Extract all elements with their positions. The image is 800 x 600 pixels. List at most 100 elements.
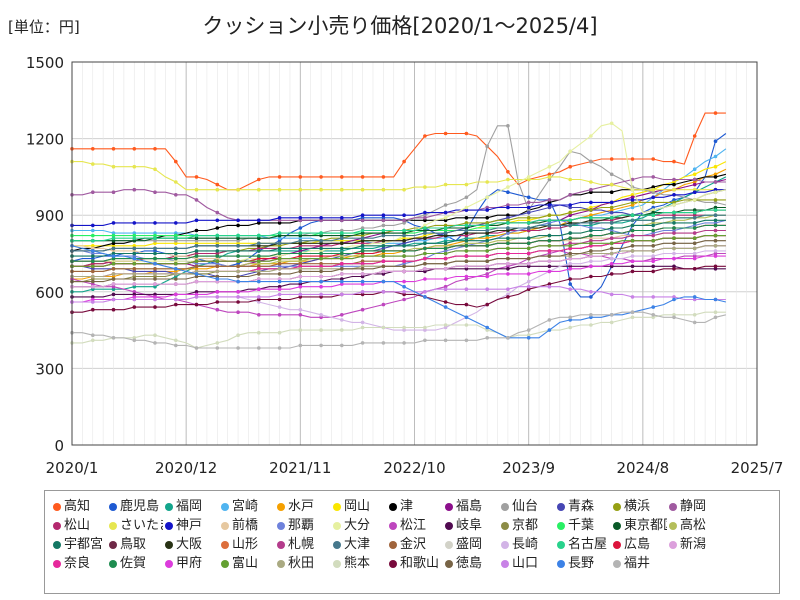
legend-marker (669, 502, 677, 511)
data-point (277, 236, 282, 240)
data-point (319, 254, 323, 258)
data-point (236, 233, 240, 238)
data-point (381, 228, 386, 233)
legend-item: 水戸 (275, 497, 331, 516)
data-point (589, 251, 593, 256)
data-point (547, 221, 552, 225)
data-point (672, 193, 676, 197)
data-point (464, 238, 469, 243)
data-point (298, 343, 303, 348)
data-point (91, 228, 95, 233)
data-point (526, 175, 531, 179)
data-point (609, 241, 614, 246)
data-point (443, 256, 448, 261)
data-point (381, 302, 386, 307)
data-point (153, 274, 157, 279)
data-point (91, 249, 95, 253)
legend-label: 高松 (680, 518, 707, 533)
data-point (443, 210, 448, 215)
data-point (609, 221, 614, 225)
data-point (257, 295, 261, 299)
data-point (651, 249, 655, 253)
series-line (72, 125, 727, 242)
data-point (568, 210, 572, 215)
data-point (630, 264, 635, 269)
data-point (236, 290, 240, 294)
data-point (547, 200, 552, 205)
data-point (589, 180, 593, 184)
data-point (381, 259, 386, 264)
data-point (630, 315, 635, 320)
data-point (713, 180, 718, 184)
data-point (423, 216, 427, 220)
data-point (485, 241, 490, 246)
data-point (402, 325, 406, 330)
data-point (360, 267, 365, 271)
data-point (485, 144, 490, 149)
data-point (630, 310, 635, 315)
series-line (72, 286, 726, 303)
data-point (464, 131, 469, 136)
data-point (111, 221, 116, 225)
data-point (381, 269, 386, 274)
data-point (194, 256, 199, 261)
data-point (464, 228, 469, 233)
data-point (298, 231, 303, 235)
data-point (174, 180, 178, 184)
data-point (174, 302, 178, 307)
data-point (630, 200, 635, 205)
series-line (72, 245, 726, 288)
legend-marker (277, 502, 285, 511)
data-point (277, 305, 282, 309)
data-point (609, 246, 614, 251)
data-point (132, 187, 137, 192)
data-point (526, 279, 531, 284)
data-point (360, 249, 365, 253)
y-tick-label: 1500 (26, 54, 64, 72)
data-point (381, 223, 386, 228)
data-point (319, 175, 323, 179)
legend-marker (165, 521, 173, 530)
data-point (526, 236, 531, 240)
data-point (111, 272, 116, 276)
data-point (111, 307, 116, 312)
data-point (589, 221, 593, 225)
data-point (153, 249, 157, 253)
data-point (672, 210, 676, 215)
data-point (91, 279, 95, 284)
data-point (713, 175, 718, 179)
data-point (692, 241, 697, 246)
data-point (526, 221, 531, 225)
data-point (319, 241, 323, 246)
data-point (91, 333, 95, 338)
data-point (153, 167, 157, 171)
data-point (381, 290, 386, 294)
data-point (381, 279, 386, 284)
data-point (402, 218, 406, 223)
data-point (319, 261, 323, 266)
data-point (111, 297, 116, 302)
data-point (713, 200, 718, 205)
data-point (340, 246, 344, 251)
data-point (215, 300, 220, 304)
data-point (298, 175, 303, 179)
data-point (547, 249, 552, 253)
data-point (360, 264, 365, 269)
legend-marker (109, 540, 117, 549)
data-point (319, 251, 323, 256)
data-point (111, 251, 116, 256)
data-point (91, 269, 95, 274)
legend-label: 前橋 (232, 518, 259, 533)
data-point (319, 343, 323, 348)
legend-label: 福岡 (176, 499, 203, 514)
data-point (423, 185, 427, 189)
data-point (298, 328, 303, 332)
data-point (277, 175, 282, 179)
data-point (692, 246, 697, 251)
data-point (132, 272, 137, 276)
data-point (91, 297, 95, 302)
data-point (132, 238, 137, 243)
data-point (651, 244, 655, 248)
data-point (589, 323, 593, 327)
data-point (174, 254, 178, 258)
